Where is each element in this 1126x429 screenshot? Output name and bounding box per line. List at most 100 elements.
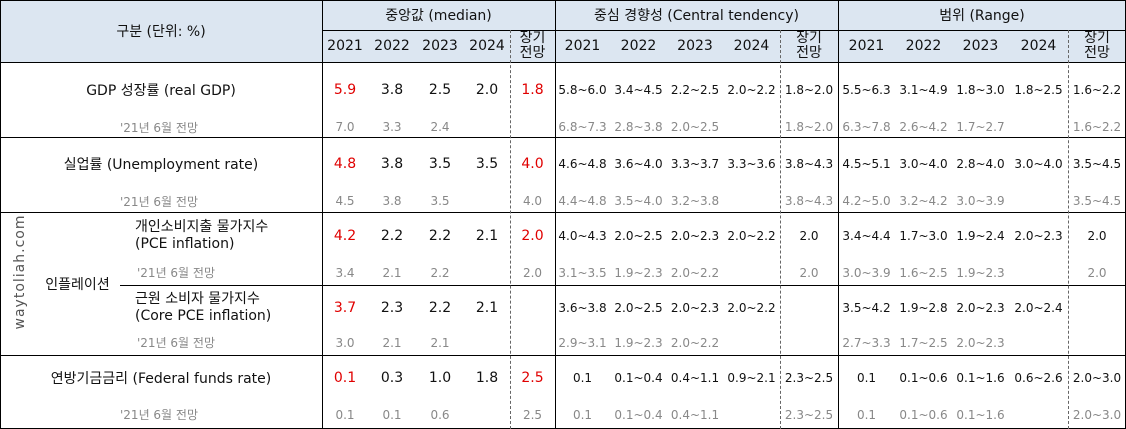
value-cell: 3.0~4.0 bbox=[899, 156, 948, 171]
sub-value-cell: 2.1 bbox=[382, 335, 402, 350]
sub-value-cell: 1.6~2.5 bbox=[899, 265, 948, 280]
sub-label: '21년 6월 전망 bbox=[120, 408, 198, 422]
sub-value-cell: 2.1 bbox=[430, 335, 450, 350]
sub-label: '21년 6월 전망 bbox=[137, 336, 215, 350]
sub-value-cell: 1.7~2.5 bbox=[899, 335, 948, 350]
sub-value-cell: 4.4~4.8 bbox=[558, 194, 607, 208]
sub-value-cell: 3.8 bbox=[382, 194, 402, 208]
value-cell: 3.3~3.7 bbox=[670, 156, 720, 171]
column-header-text: 2022 bbox=[620, 38, 657, 54]
sub-value-cell: 7.0 bbox=[335, 120, 355, 134]
row-label: GDP 성장률 (real GDP) bbox=[86, 82, 236, 99]
row-label-line: (Core PCE inflation) bbox=[135, 307, 272, 324]
column-header: 2024 bbox=[723, 30, 780, 62]
value-cell: 3.0~4.0 bbox=[1014, 156, 1063, 171]
value-cell: 0.1 bbox=[856, 370, 877, 385]
row-label-line: 개인소비지출 물가지수 bbox=[135, 219, 269, 235]
row-label-line: 근원 소비자 물가지수 bbox=[135, 290, 260, 307]
value-cell: 4.8 bbox=[333, 155, 357, 172]
column-header: 2024 bbox=[1009, 30, 1068, 62]
sub-value-cell: 1.8~2.0 bbox=[784, 120, 834, 134]
column-header: 장기 전망 bbox=[780, 30, 838, 62]
sub-value-cell: 2.7~3.3 bbox=[842, 335, 891, 350]
column-header-text: 2024 bbox=[733, 38, 770, 54]
value-cell: 3.4~4.5 bbox=[614, 82, 663, 97]
value-cell: 5.9 bbox=[333, 81, 357, 98]
sub-value-cell: 0.1 bbox=[856, 407, 877, 422]
value-cell: 2.3 bbox=[380, 299, 404, 316]
value-cell: 1.7~3.0 bbox=[899, 229, 948, 243]
value-cell: 2.1 bbox=[475, 299, 499, 316]
column-header: 장기 전망 bbox=[510, 30, 555, 62]
group-title: 중앙값 (median) bbox=[385, 8, 492, 24]
header-label: 구분 (단위: %) bbox=[116, 24, 206, 40]
value-cell: 1.9~2.8 bbox=[899, 300, 948, 315]
column-header-text: 2024 bbox=[1020, 38, 1057, 54]
sub-value-cell: 2.0 bbox=[1087, 265, 1107, 280]
value-cell: 3.5~4.2 bbox=[842, 300, 891, 315]
sub-value-cell: 4.5 bbox=[335, 194, 355, 208]
group-title: 중심 경향성 (Central tendency) bbox=[594, 8, 799, 24]
sub-value-cell: 1.9~2.3 bbox=[614, 335, 663, 350]
row-label: 개인소비지출 물가지수 (PCE inflation) bbox=[135, 212, 322, 260]
table-border bbox=[322, 0, 323, 429]
sub-value-cell: 2.0~2.2 bbox=[670, 265, 720, 280]
row-label: 연방기금금리 (Federal funds rate) bbox=[50, 370, 272, 387]
sub-value-cell: 0.1~0.4 bbox=[614, 407, 663, 422]
value-cell: 2.2 bbox=[428, 299, 452, 316]
sub-value-cell: 3.0 bbox=[335, 335, 355, 350]
row-label: 실업률 (Unemployment rate) bbox=[63, 156, 259, 173]
header-bg bbox=[0, 0, 1126, 62]
value-cell: 2.0 bbox=[475, 81, 499, 98]
table-border bbox=[322, 30, 1126, 31]
sub-value-cell: 2.5 bbox=[522, 407, 543, 422]
column-header: 2023 bbox=[952, 30, 1009, 62]
value-cell: 2.0~2.2 bbox=[727, 229, 776, 243]
column-header-text: 2022 bbox=[905, 38, 942, 54]
sub-value-cell: 1.9~2.3 bbox=[956, 265, 1005, 280]
table-border bbox=[555, 0, 556, 429]
value-cell: 1.8 bbox=[521, 81, 544, 98]
sub-value-cell: 2.0~2.5 bbox=[670, 120, 720, 134]
sub-value-cell: 0.1~0.6 bbox=[899, 407, 948, 422]
table-border bbox=[0, 212, 1126, 213]
sub-value-cell: 2.1 bbox=[382, 265, 402, 280]
value-cell: 2.0~2.3 bbox=[670, 229, 720, 243]
value-cell: 0.1 bbox=[572, 370, 593, 385]
sub-label: '21년 6월 전망 bbox=[120, 120, 198, 135]
value-cell: 2.0~2.4 bbox=[1014, 300, 1063, 315]
value-cell: 4.6~4.8 bbox=[558, 156, 607, 171]
value-cell: 2.0~2.2 bbox=[727, 300, 776, 315]
sub-value-cell: 0.1 bbox=[335, 407, 355, 422]
table-border bbox=[120, 285, 1126, 286]
value-cell: 2.8~4.0 bbox=[956, 156, 1005, 171]
value-cell: 2.3~2.5 bbox=[784, 370, 834, 385]
sub-value-cell: 2.2 bbox=[430, 265, 450, 280]
value-cell: 3.5~4.5 bbox=[1072, 156, 1122, 171]
sub-value-cell: 2.9~3.1 bbox=[558, 335, 607, 350]
value-cell: 2.5 bbox=[428, 81, 452, 98]
sub-value-cell: 3.8~4.3 bbox=[784, 194, 834, 208]
sub-value-cell: 1.7~2.7 bbox=[956, 120, 1005, 134]
value-cell: 1.9~2.4 bbox=[956, 229, 1005, 243]
group-label: 인플레이션 bbox=[45, 276, 110, 293]
value-cell: 3.5 bbox=[428, 155, 452, 172]
column-header-text: 2021 bbox=[564, 38, 601, 54]
sub-value-cell: 3.1~3.5 bbox=[558, 265, 607, 280]
column-header-text: 2024 bbox=[469, 38, 505, 54]
group-title: 범위 (Range) bbox=[939, 8, 1025, 24]
table-border bbox=[0, 355, 1126, 356]
value-cell: 0.6~2.6 bbox=[1014, 370, 1063, 385]
value-cell: 4.0~4.3 bbox=[558, 229, 607, 243]
value-cell: 0.3 bbox=[380, 369, 404, 386]
sub-value-cell: 2.0~2.3 bbox=[956, 335, 1005, 350]
dashed-divider bbox=[780, 30, 781, 429]
value-cell: 4.2 bbox=[333, 228, 357, 244]
column-header: 2021 bbox=[838, 30, 895, 62]
value-cell: 1.6~2.2 bbox=[1072, 82, 1122, 97]
value-cell: 2.0~2.3 bbox=[956, 300, 1005, 315]
sub-value-cell: 0.1~1.6 bbox=[956, 407, 1005, 422]
value-cell: 0.1~1.6 bbox=[956, 370, 1005, 385]
column-header-text: 2021 bbox=[327, 38, 363, 54]
